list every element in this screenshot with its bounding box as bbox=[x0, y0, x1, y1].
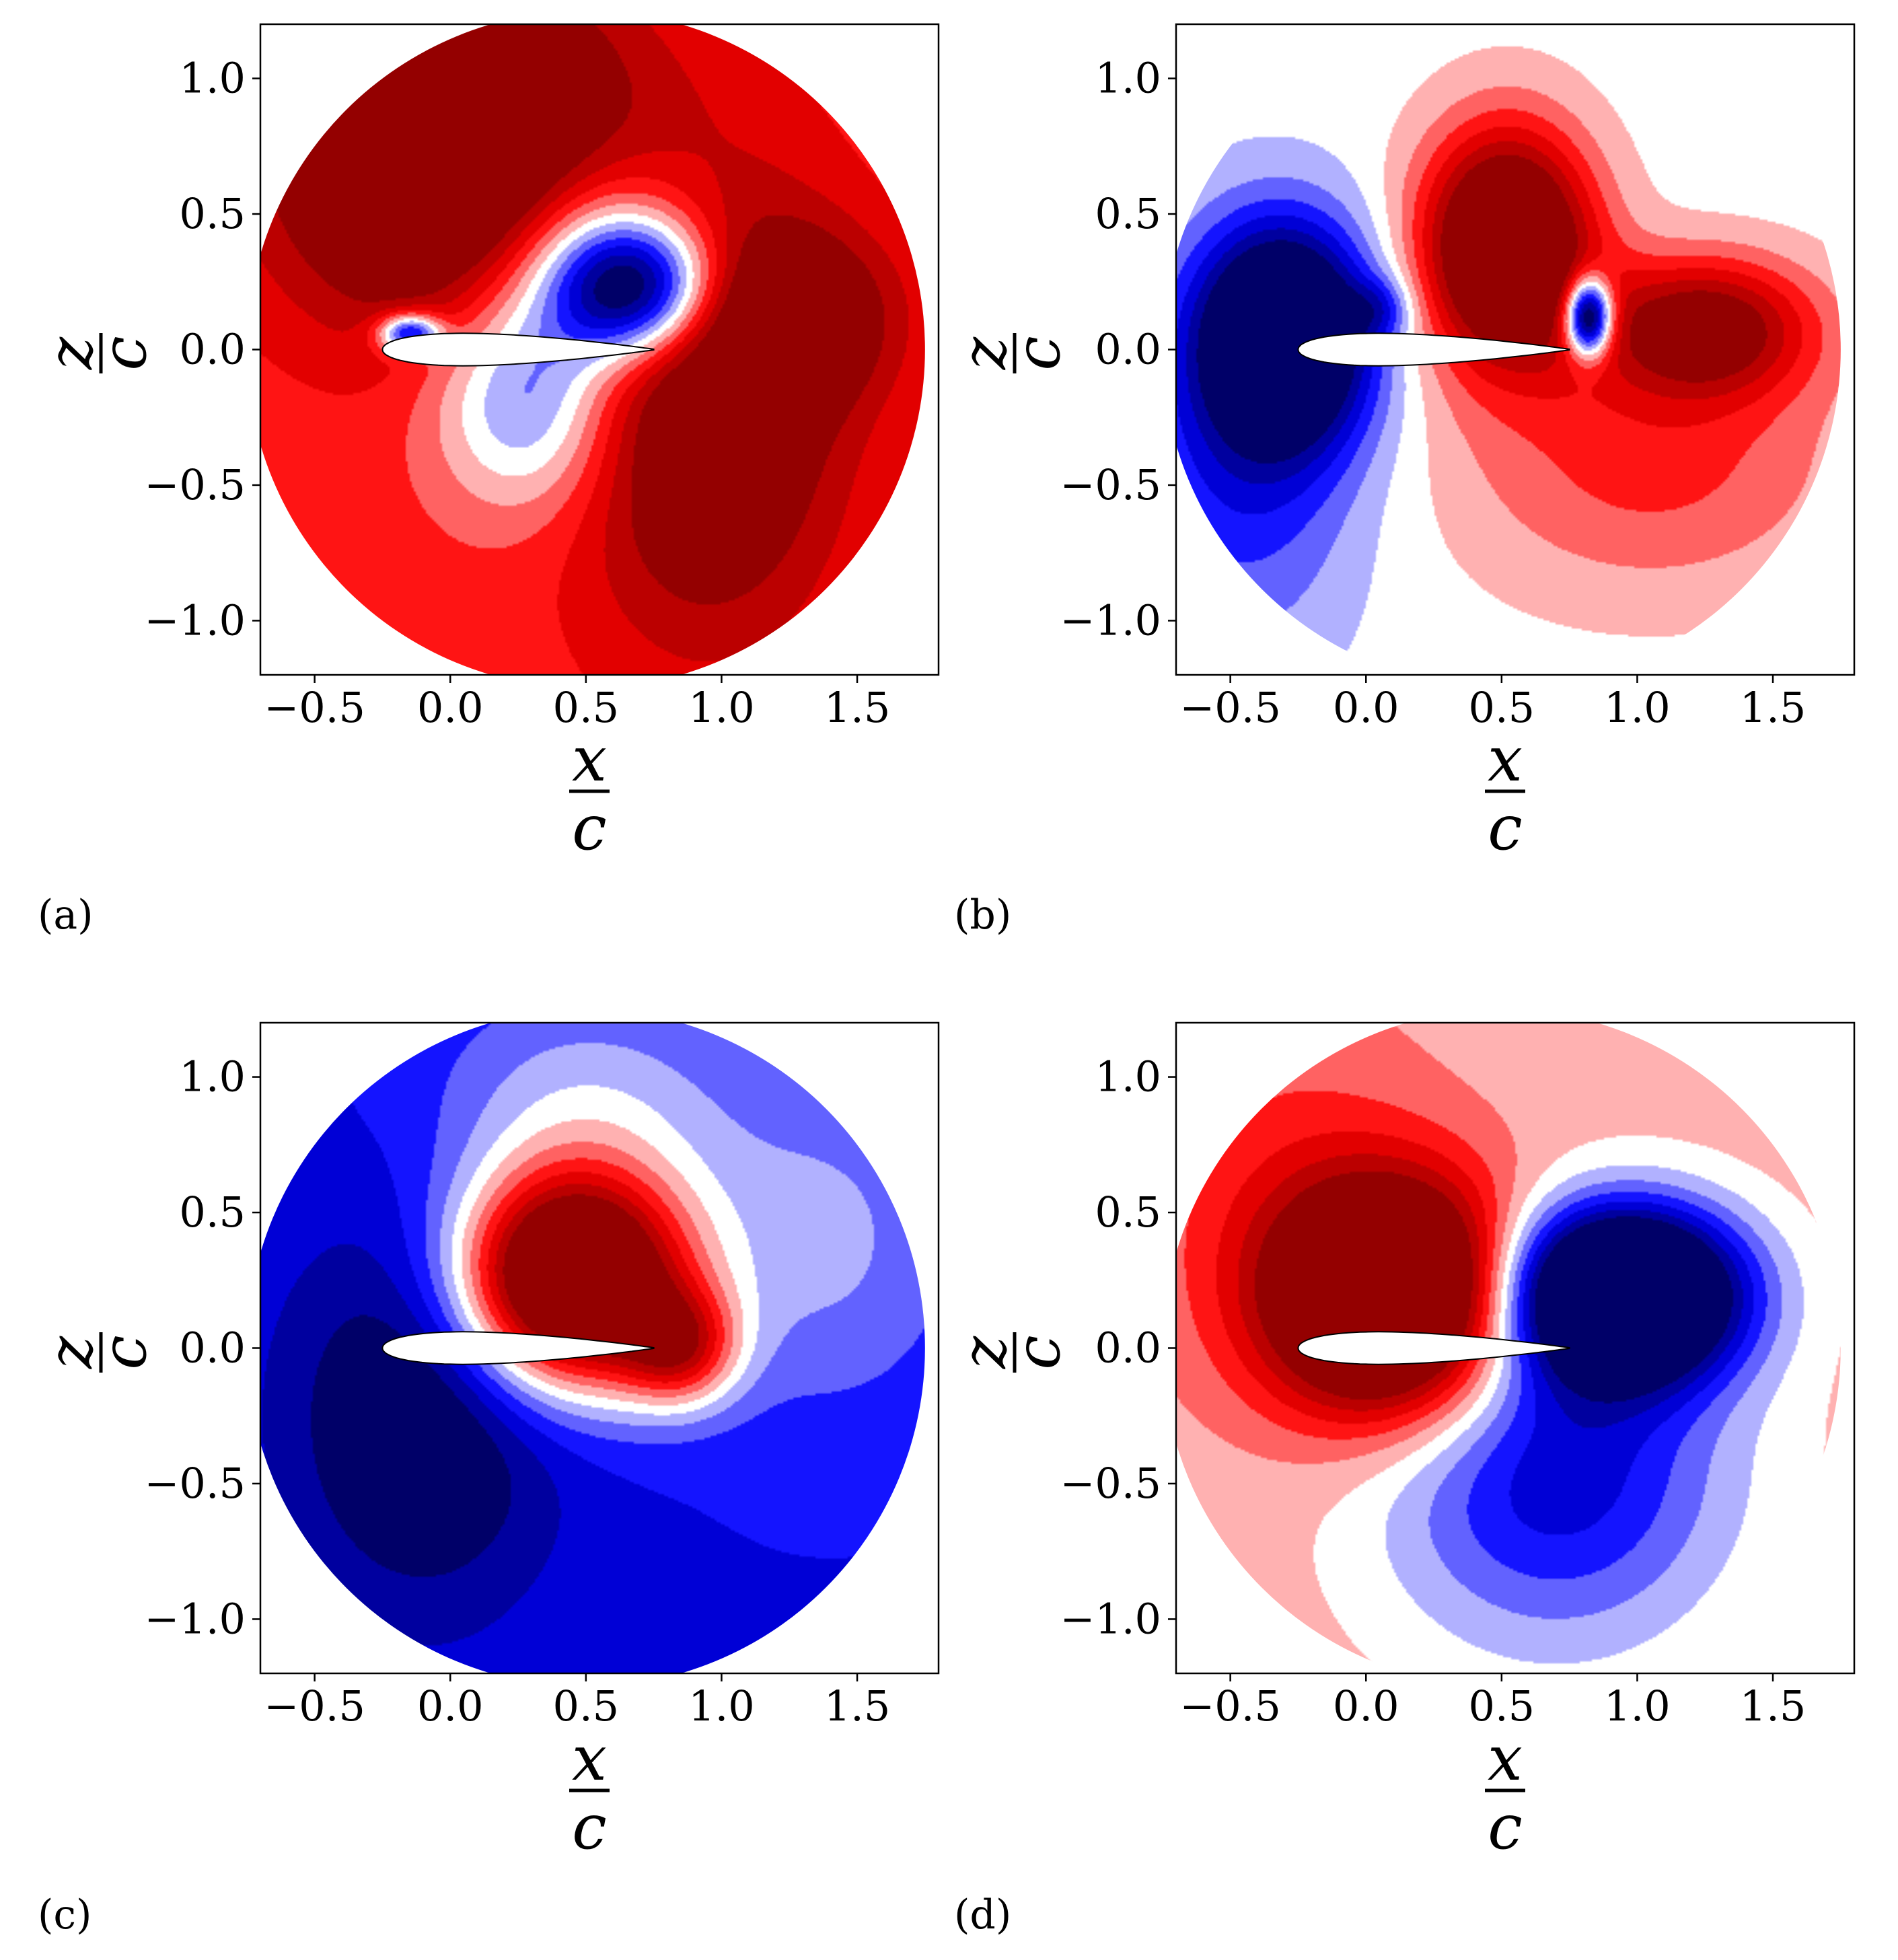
x-tick-label: 1.0 bbox=[688, 683, 755, 732]
x-tick-label: 0.0 bbox=[1333, 1681, 1399, 1731]
y-tick-label: 0.0 bbox=[1095, 325, 1161, 374]
panel-label: (c) bbox=[38, 1891, 92, 1938]
x-tick-label: −0.5 bbox=[264, 683, 365, 732]
x-label-denominator: c bbox=[572, 1791, 607, 1863]
y-tick-label: −0.5 bbox=[144, 460, 246, 509]
y-tick-label: −1.0 bbox=[144, 595, 246, 645]
x-tick-label: −0.5 bbox=[1179, 683, 1281, 732]
y-tick-label: 1.0 bbox=[1095, 54, 1161, 103]
y-label-numerator: z bbox=[948, 1336, 1020, 1369]
x-axis-label: x c bbox=[1485, 723, 1525, 864]
y-label-denominator: c bbox=[88, 1335, 160, 1370]
y-label-denominator: c bbox=[88, 336, 160, 371]
x-tick-label: 0.0 bbox=[417, 683, 484, 732]
airfoil-shape bbox=[381, 1331, 655, 1365]
y-tick-label: −0.5 bbox=[1060, 1459, 1161, 1508]
x-tick-label: 1.0 bbox=[1604, 683, 1671, 732]
y-tick-label: −0.5 bbox=[144, 1459, 246, 1508]
x-tick-label: 0.0 bbox=[1333, 683, 1399, 732]
x-tick-label: 1.5 bbox=[824, 1681, 891, 1731]
y-tick-label: 0.5 bbox=[179, 1188, 246, 1237]
y-label-denominator: c bbox=[1002, 1335, 1074, 1370]
plot-area: −0.5 0.0 0.5 1.0 1.5 −1.0 −0.5 0.0 0.5 1.0 bbox=[144, 23, 940, 732]
panel-b: −0.5 0.0 0.5 1.0 1.5 −1.0 −0.5 0.0 0.5 1.0 (b) x … bbox=[948, 23, 1856, 939]
panel-label: (b) bbox=[954, 892, 1011, 939]
x-tick-label: 1.5 bbox=[1740, 1681, 1806, 1731]
y-label-numerator: z bbox=[948, 336, 1020, 370]
x-tick-label: 1.5 bbox=[1740, 683, 1806, 732]
x-axis-label: x c bbox=[569, 1722, 610, 1863]
y-tick-label: 0.0 bbox=[179, 325, 246, 374]
x-tick-label: −0.5 bbox=[264, 1681, 365, 1731]
y-label-numerator: z bbox=[34, 1336, 106, 1369]
panel-label: (a) bbox=[38, 892, 94, 939]
plot-area: −0.5 0.0 0.5 1.0 1.5 −1.0 −0.5 0.0 0.5 1.0 bbox=[1060, 1021, 1856, 1731]
y-tick-label: 1.0 bbox=[1095, 1052, 1161, 1101]
airfoil-shape bbox=[1297, 332, 1570, 367]
panel-label: (d) bbox=[954, 1891, 1011, 1938]
y-tick-label: −1.0 bbox=[1060, 595, 1161, 645]
panel-d: −0.5 0.0 0.5 1.0 1.5 −1.0 −0.5 0.0 0.5 1.0 (d) x … bbox=[948, 1021, 1856, 1938]
x-axis-label: x c bbox=[569, 723, 610, 864]
x-label-numerator: x bbox=[572, 1722, 607, 1794]
x-tick-label: −0.5 bbox=[1179, 1681, 1281, 1731]
x-label-numerator: x bbox=[1488, 1722, 1523, 1794]
x-tick-label: 0.5 bbox=[1469, 1681, 1535, 1731]
panel-c: −0.5 0.0 0.5 1.0 1.5 −1.0 −0.5 0.0 0.5 1.0 (c) x … bbox=[34, 1021, 940, 1938]
panel-a: −0.5 0.0 0.5 1.0 1.5 −1.0 −0.5 0.0 0.5 1.0 (a) x … bbox=[34, 23, 940, 939]
x-tick-label: 0.5 bbox=[1469, 683, 1535, 732]
y-tick-label: −1.0 bbox=[1060, 1594, 1161, 1643]
airfoil-shape bbox=[1297, 1331, 1570, 1365]
x-label-denominator: c bbox=[1488, 792, 1523, 864]
airfoil-shape bbox=[381, 332, 655, 367]
y-tick-label: 1.0 bbox=[179, 54, 246, 103]
y-label-numerator: z bbox=[34, 336, 106, 370]
y-axis-label: z c bbox=[948, 1332, 1074, 1373]
x-tick-label: 1.0 bbox=[688, 1681, 755, 1731]
y-label-denominator: c bbox=[1002, 336, 1074, 371]
x-label-numerator: x bbox=[1488, 723, 1523, 795]
y-axis-label: z c bbox=[948, 333, 1074, 373]
y-tick-label: −1.0 bbox=[144, 1594, 246, 1643]
y-tick-label: 0.0 bbox=[1095, 1323, 1161, 1373]
x-axis-label: x c bbox=[1485, 1722, 1525, 1863]
y-tick-label: 1.0 bbox=[179, 1052, 246, 1101]
x-label-denominator: c bbox=[572, 792, 607, 864]
plot-area: −0.5 0.0 0.5 1.0 1.5 −1.0 −0.5 0.0 0.5 1.0 bbox=[144, 1021, 940, 1731]
x-label-numerator: x bbox=[572, 723, 607, 795]
y-axis-label: z c bbox=[34, 333, 160, 373]
x-tick-label: 1.0 bbox=[1604, 1681, 1671, 1731]
y-axis-label: z c bbox=[34, 1332, 160, 1373]
x-tick-label: 0.0 bbox=[417, 1681, 484, 1731]
x-tick-label: 0.5 bbox=[553, 683, 620, 732]
y-tick-label: 0.5 bbox=[1095, 189, 1161, 238]
x-label-denominator: c bbox=[1488, 1791, 1523, 1863]
plot-area: −0.5 0.0 0.5 1.0 1.5 −1.0 −0.5 0.0 0.5 1.0 bbox=[1060, 23, 1856, 732]
y-tick-label: 0.5 bbox=[179, 189, 246, 238]
y-tick-label: 0.0 bbox=[179, 1323, 246, 1373]
y-tick-label: −0.5 bbox=[1060, 460, 1161, 509]
x-tick-label: 1.5 bbox=[824, 683, 891, 732]
y-tick-label: 0.5 bbox=[1095, 1188, 1161, 1237]
x-tick-label: 0.5 bbox=[553, 1681, 620, 1731]
